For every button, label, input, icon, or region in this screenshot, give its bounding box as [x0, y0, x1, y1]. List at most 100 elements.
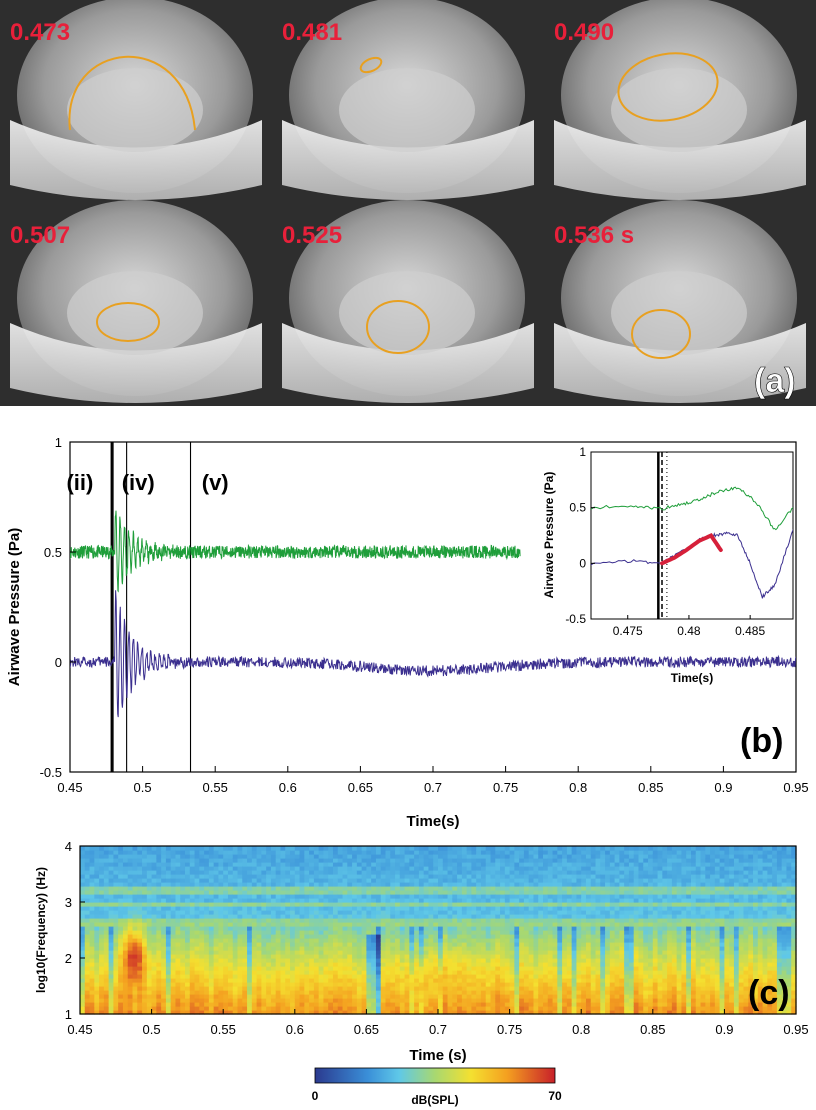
spectrogram-cell [390, 882, 396, 887]
spectrogram-cell [461, 922, 468, 927]
spectrogram-cell [595, 982, 601, 987]
phase-label: (ii) [66, 470, 93, 495]
spectrogram-cell [352, 962, 358, 967]
x-tick-label: 0.65 [348, 780, 373, 795]
spectrogram-cell [270, 958, 277, 963]
spectrogram-cell [533, 902, 539, 907]
spectrogram-cell [585, 930, 592, 935]
spectrogram-cell [581, 950, 587, 955]
spectrogram-cell [199, 862, 205, 867]
spectrogram-cell [399, 970, 406, 975]
spectrogram-cell [170, 930, 177, 935]
spectrogram-cell [504, 922, 511, 927]
spectrogram-cell [204, 946, 210, 951]
spectrogram-cell [595, 858, 601, 863]
spectrogram-cell [633, 1002, 640, 1007]
spectrogram-cell [99, 918, 105, 923]
spectrogram-cell [84, 990, 91, 995]
spectrogram-cell [94, 974, 100, 979]
spectrogram-cell [304, 954, 310, 959]
spectrogram-cell [328, 878, 334, 883]
spectrogram-cell [514, 862, 520, 867]
spectrogram-cell [208, 982, 215, 987]
spectrogram-cell [146, 986, 153, 991]
spectrogram-cell [614, 862, 620, 867]
spectrogram-cell [313, 942, 320, 947]
spectrogram-cell [304, 890, 310, 895]
spectrogram-cell [590, 958, 597, 963]
spectrogram-cell [170, 854, 177, 859]
spectrogram-cell [533, 854, 539, 859]
spectrogram-cell [600, 1002, 606, 1007]
spectrogram-cell [371, 1002, 377, 1007]
spectrogram-cell [261, 886, 267, 891]
spectrogram-cell [328, 958, 334, 963]
spectrogram-cell [356, 974, 363, 979]
spectrogram-cell [318, 934, 325, 939]
spectrogram-cell [185, 894, 191, 899]
spectrogram-cell [447, 990, 453, 995]
spectrogram-cell [161, 958, 167, 963]
series-group [70, 510, 796, 718]
spectrogram-cell [519, 922, 525, 927]
spectrogram-cell [80, 998, 86, 1003]
spectrogram-cell [590, 974, 597, 979]
spectrogram-cell [361, 1010, 367, 1015]
spectrogram-cell [146, 874, 153, 879]
spectrogram-cell [304, 878, 310, 883]
spectrogram-cell [304, 854, 310, 859]
spectrogram-cell [452, 930, 458, 935]
spectrogram-cell [185, 958, 191, 963]
spectrogram-cell [223, 862, 229, 867]
spectrogram-cell [619, 882, 625, 887]
spectrogram-cell [590, 918, 597, 923]
spectrogram-cell [590, 970, 597, 975]
spectrogram-cell [366, 1002, 372, 1007]
spectrogram-cell [103, 986, 110, 991]
spectrogram-cell [605, 878, 611, 883]
spectrogram-cell [356, 846, 363, 851]
spectrogram-cell [342, 938, 348, 943]
spectrogram-cell [457, 878, 463, 883]
spectrogram-cell [227, 898, 234, 903]
spectrogram-cell [151, 946, 157, 951]
spectrogram-cell [533, 982, 539, 987]
spectrogram-cell [571, 846, 578, 851]
spectrogram-cell [275, 882, 282, 887]
spectrogram-cell [313, 930, 320, 935]
spectrogram-cell [352, 934, 358, 939]
inset-y-tick-label: -0.5 [565, 612, 586, 626]
spectrogram-cell [127, 958, 134, 963]
spectrogram-cell [94, 930, 100, 935]
liquid-surface [67, 271, 203, 355]
spectrogram-cell [199, 894, 205, 899]
spectrogram-cell [304, 926, 310, 931]
spectrogram-cell [352, 938, 358, 943]
spectrogram-cell [605, 1006, 611, 1011]
spectrogram-cell [189, 1002, 196, 1007]
spectrogram-cell [471, 870, 477, 875]
spectrogram-cell [347, 958, 353, 963]
spectrogram-cell [600, 934, 606, 939]
spectrogram-cell [170, 982, 177, 987]
spectrogram-cell [562, 970, 568, 975]
spectrogram-cell [476, 894, 482, 899]
spectrogram-cell [294, 894, 301, 899]
spectrogram-cell [94, 890, 100, 895]
spectrogram-cell [127, 950, 134, 955]
spectrogram-cell [266, 902, 272, 907]
spectrogram-cell [557, 1006, 563, 1011]
spectrogram-cell [323, 962, 329, 967]
spectrogram-cell [390, 846, 396, 851]
spectrogram-cell [375, 962, 382, 967]
spectrogram-cell [189, 974, 196, 979]
spectrogram-cell [328, 998, 334, 1003]
spectrogram-cell [347, 846, 353, 851]
spectrogram-cell [237, 974, 243, 979]
spectrogram-cell [309, 922, 315, 927]
spectrogram-cell [285, 854, 291, 859]
spectrogram-cell [490, 950, 496, 955]
spectrogram-cell [557, 922, 563, 927]
spectrogram-cell [624, 846, 630, 851]
spectrogram-cell [380, 1006, 387, 1011]
